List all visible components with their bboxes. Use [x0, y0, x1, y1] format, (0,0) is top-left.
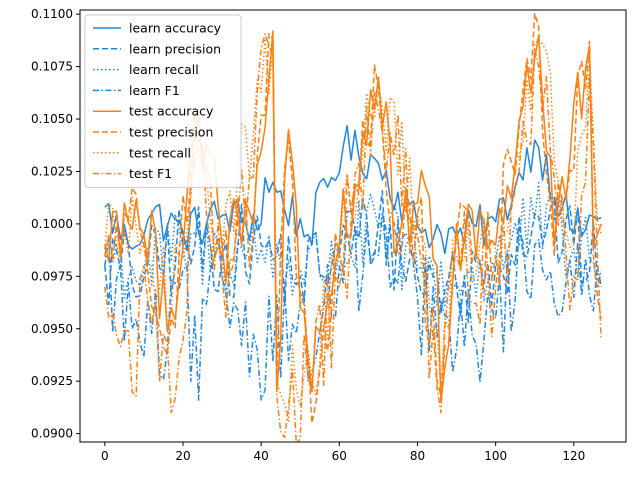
y-tick-label: 0.1050 — [31, 112, 73, 126]
legend-label: test precision — [129, 125, 213, 140]
series-layer — [104, 12, 602, 442]
series-line-test-F1 — [104, 33, 602, 442]
x-tick-label: 20 — [175, 449, 190, 463]
legend-label: test recall — [129, 145, 191, 160]
series-line-learn-precision — [104, 190, 602, 324]
plot-frame — [79, 9, 627, 443]
x-tick-label: 60 — [332, 449, 347, 463]
x-axis: 0 20 40 60 80 100 120 — [101, 442, 585, 463]
y-axis: 0.0900 0.0925 0.0950 0.0975 0.1000 0.1025 0.10… — [31, 7, 80, 441]
legend-label: test accuracy — [129, 104, 214, 119]
y-tick-label: 0.1000 — [31, 217, 73, 231]
series-line-test-precision — [104, 12, 602, 424]
legend-label: learn precision — [129, 41, 221, 56]
x-tick-label: 40 — [254, 449, 269, 463]
y-tick-label: 0.0925 — [31, 374, 73, 388]
legend-label: learn recall — [129, 62, 199, 77]
y-tick-label: 0.1025 — [31, 164, 73, 178]
series-line-test-recall — [104, 37, 602, 423]
y-tick-label: 0.0900 — [31, 427, 73, 441]
y-tick-label: 0.0950 — [31, 322, 73, 336]
legend: learn accuracy learn precision learn recal… — [84, 14, 242, 188]
legend-label: learn F1 — [129, 83, 180, 98]
legend-label: learn accuracy — [129, 21, 222, 36]
y-tick-label: 0.1100 — [31, 7, 73, 21]
x-tick-label: 0 — [101, 449, 109, 463]
x-tick-label: 120 — [562, 449, 585, 463]
y-tick-label: 0.1075 — [31, 60, 73, 74]
x-tick-label: 100 — [484, 449, 507, 463]
legend-box — [84, 14, 242, 188]
legend-label: test F1 — [129, 166, 172, 181]
x-tick-label: 80 — [410, 449, 425, 463]
y-tick-label: 0.0975 — [31, 269, 73, 283]
series-line-learn-accuracy — [104, 124, 602, 255]
